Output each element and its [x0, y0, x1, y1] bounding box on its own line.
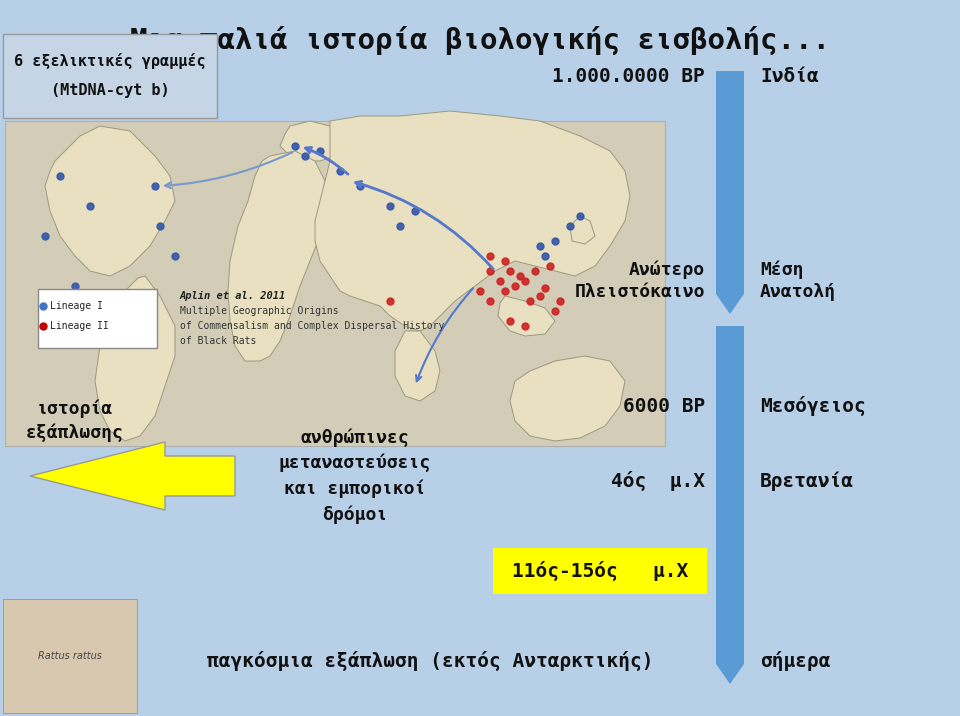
- FancyBboxPatch shape: [5, 121, 665, 446]
- FancyBboxPatch shape: [38, 289, 157, 348]
- Text: Multiple Geographic Origins: Multiple Geographic Origins: [180, 306, 339, 316]
- Polygon shape: [30, 442, 235, 510]
- Text: Μια παλιά ιστορία βιολογικής εισβολής...: Μια παλιά ιστορία βιολογικής εισβολής...: [130, 26, 830, 55]
- Polygon shape: [570, 216, 595, 244]
- Text: Rattus rattus: Rattus rattus: [38, 651, 102, 661]
- Bar: [716, 71, 744, 276]
- Polygon shape: [280, 121, 340, 161]
- Text: Βρετανία: Βρετανία: [760, 471, 854, 490]
- Text: ανθρώπινες
μεταναστεύσεις
και εμπορικοί
δρόμοι: ανθρώπινες μεταναστεύσεις και εμπορικοί …: [278, 428, 431, 524]
- Text: of Black Rats: of Black Rats: [180, 336, 256, 346]
- Text: 4ός  μ.Χ: 4ός μ.Χ: [611, 471, 705, 491]
- Text: 11ός-15ός   μ.Χ: 11ός-15ός μ.Χ: [512, 561, 688, 581]
- Text: Μεσόγειος: Μεσόγειος: [760, 396, 866, 416]
- Text: 1.000.0000 BP: 1.000.0000 BP: [552, 67, 705, 85]
- Text: Aplin et al. 2011: Aplin et al. 2011: [180, 291, 286, 301]
- Bar: [716, 326, 744, 646]
- Polygon shape: [315, 111, 630, 331]
- Polygon shape: [498, 296, 555, 336]
- Text: Lineage II: Lineage II: [50, 321, 108, 331]
- Text: ιστορία
εξάπλωσης: ιστορία εξάπλωσης: [26, 400, 124, 442]
- Polygon shape: [395, 331, 440, 401]
- Text: 6 εξελικτικές γραμμές: 6 εξελικτικές γραμμές: [14, 53, 205, 69]
- Polygon shape: [95, 276, 175, 441]
- Text: σήμερα: σήμερα: [760, 651, 830, 671]
- Text: (MtDNA-cyt b): (MtDNA-cyt b): [51, 84, 169, 99]
- Text: 6000 BP: 6000 BP: [623, 397, 705, 415]
- Text: Μέση
Ανατολή: Μέση Ανατολή: [760, 261, 836, 301]
- FancyBboxPatch shape: [3, 599, 137, 713]
- Text: Lineage I: Lineage I: [50, 301, 103, 311]
- Polygon shape: [510, 356, 625, 441]
- FancyBboxPatch shape: [493, 548, 707, 594]
- Text: of Commensalism and Complex Dispersal History: of Commensalism and Complex Dispersal Hi…: [180, 321, 444, 331]
- Polygon shape: [45, 126, 175, 276]
- Text: παγκόσμια εξάπλωση (εκτός Ανταρκτικής): παγκόσμια εξάπλωση (εκτός Ανταρκτικής): [206, 651, 653, 671]
- Polygon shape: [716, 276, 744, 314]
- Text: Ανώτερο
Πλειστόκαινο: Ανώτερο Πλειστόκαινο: [574, 261, 705, 301]
- Polygon shape: [228, 151, 325, 361]
- Text: Ινδία: Ινδία: [760, 67, 819, 85]
- Polygon shape: [716, 646, 744, 684]
- FancyBboxPatch shape: [3, 34, 217, 118]
